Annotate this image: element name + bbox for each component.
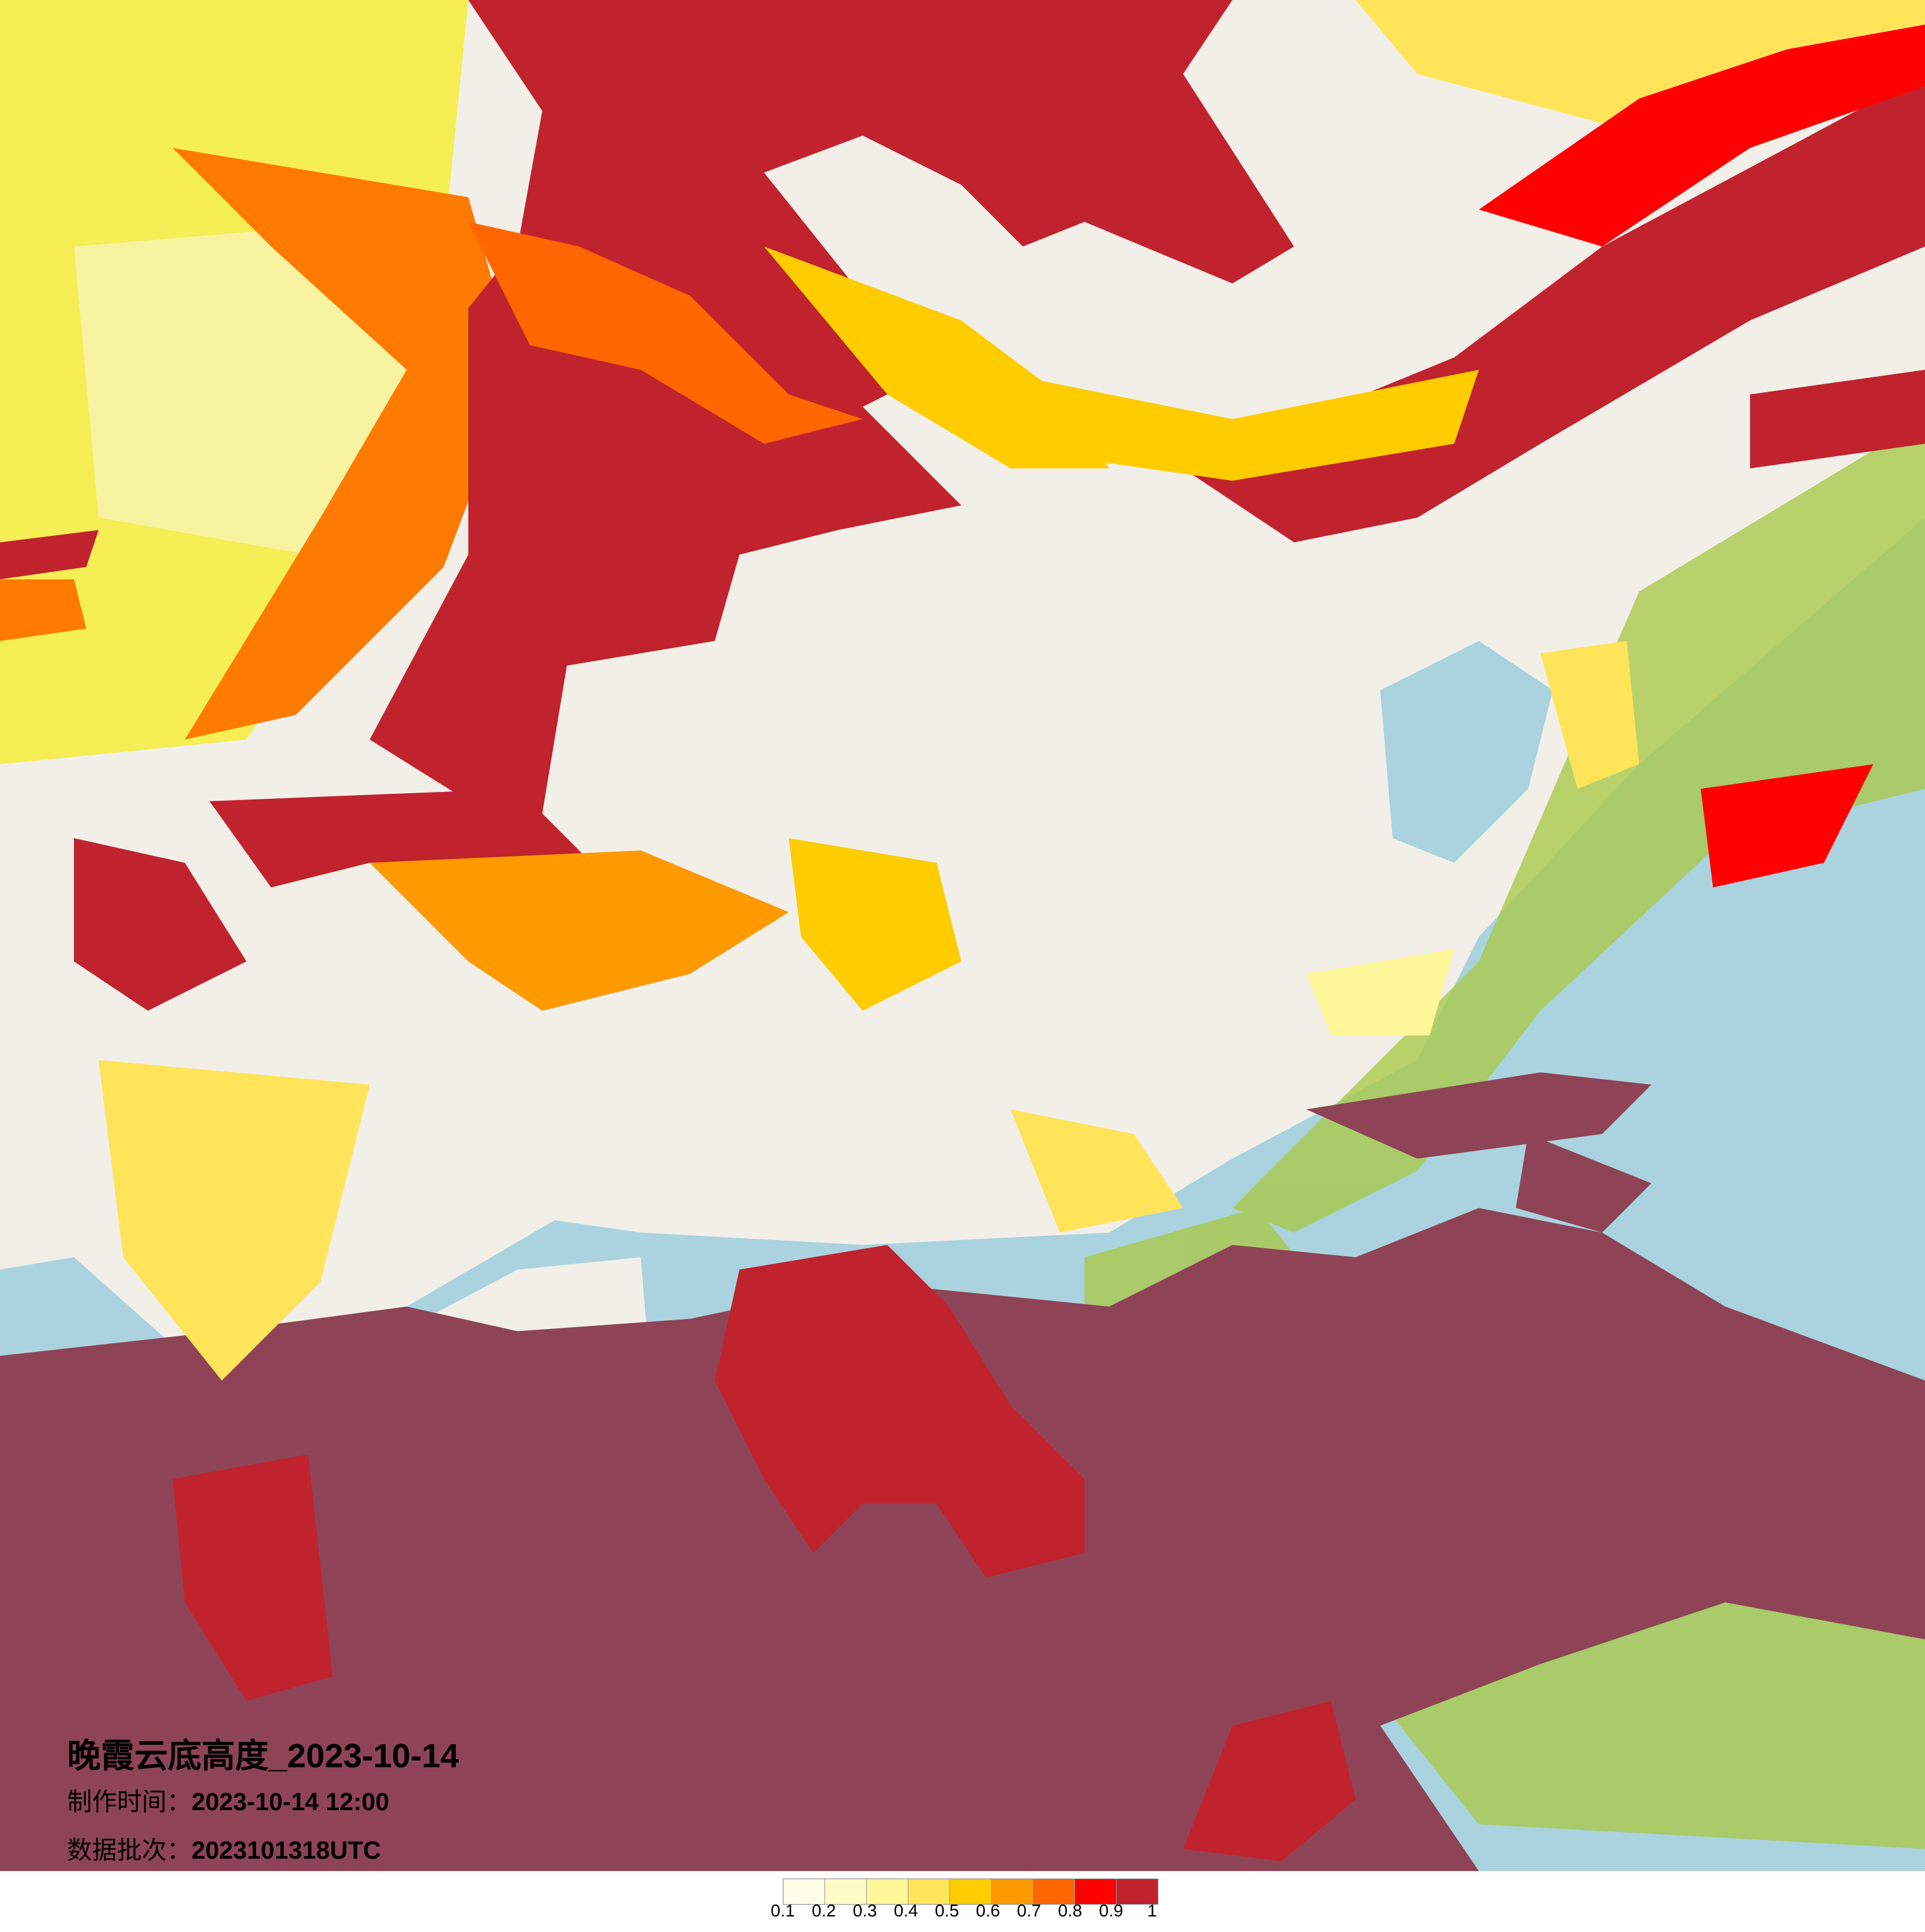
- legend-tick-label: 0.8: [1058, 1901, 1083, 1920]
- made-time-label: 制作时间：: [67, 1788, 192, 1816]
- made-time: 制作时间：2023-10-14 12:00: [67, 1778, 459, 1826]
- legend-tick-label: 0.9: [1099, 1901, 1124, 1920]
- cloud-red-south: [172, 1244, 1356, 1862]
- cloud-west-band: [0, 530, 1873, 1381]
- legend-swatch: [1117, 1879, 1158, 1904]
- legend-swatch: [867, 1879, 908, 1904]
- map-title: 晚霞云底高度_2023-10-14: [67, 1737, 459, 1775]
- color-legend: [783, 1879, 1158, 1905]
- legend-ticks: 0.1 0.2 0.3 0.4 0.5 0.6 0.7 0.8 0.9 1: [771, 1901, 1169, 1926]
- legend-tick-label: 0.1: [770, 1901, 795, 1920]
- legend-swatch: [992, 1879, 1033, 1904]
- legend-tick-label: 0.5: [935, 1901, 959, 1920]
- title-block: 晚霞云底高度_2023-10-14 制作时间：2023-10-14 12:00 …: [67, 1734, 459, 1875]
- legend-tick-label: 0.4: [893, 1901, 918, 1920]
- legend-tick-label: 0.7: [1017, 1901, 1041, 1920]
- legend-swatch: [950, 1879, 992, 1904]
- legend-tick-label: 0.3: [852, 1901, 877, 1920]
- legend-swatch: [1075, 1879, 1117, 1904]
- data-batch: 数据批次：2023101318UTC: [67, 1826, 459, 1875]
- legend-swatch: [783, 1879, 825, 1904]
- legend-swatch: [1033, 1879, 1075, 1904]
- legend-swatch: [908, 1879, 950, 1904]
- batch-label: 数据批次：: [67, 1837, 192, 1864]
- legend-swatch: [825, 1879, 867, 1904]
- legend-tick-label: 0.6: [976, 1901, 1000, 1920]
- legend-tick-label: 1: [1147, 1901, 1157, 1920]
- cloud-map[interactable]: [0, 0, 1925, 1871]
- made-time-value: 2023-10-14 12:00: [192, 1788, 390, 1816]
- legend-tick-label: 0.2: [811, 1901, 836, 1920]
- cloud-north: [0, 0, 1925, 814]
- batch-value: 2023101318UTC: [192, 1837, 381, 1864]
